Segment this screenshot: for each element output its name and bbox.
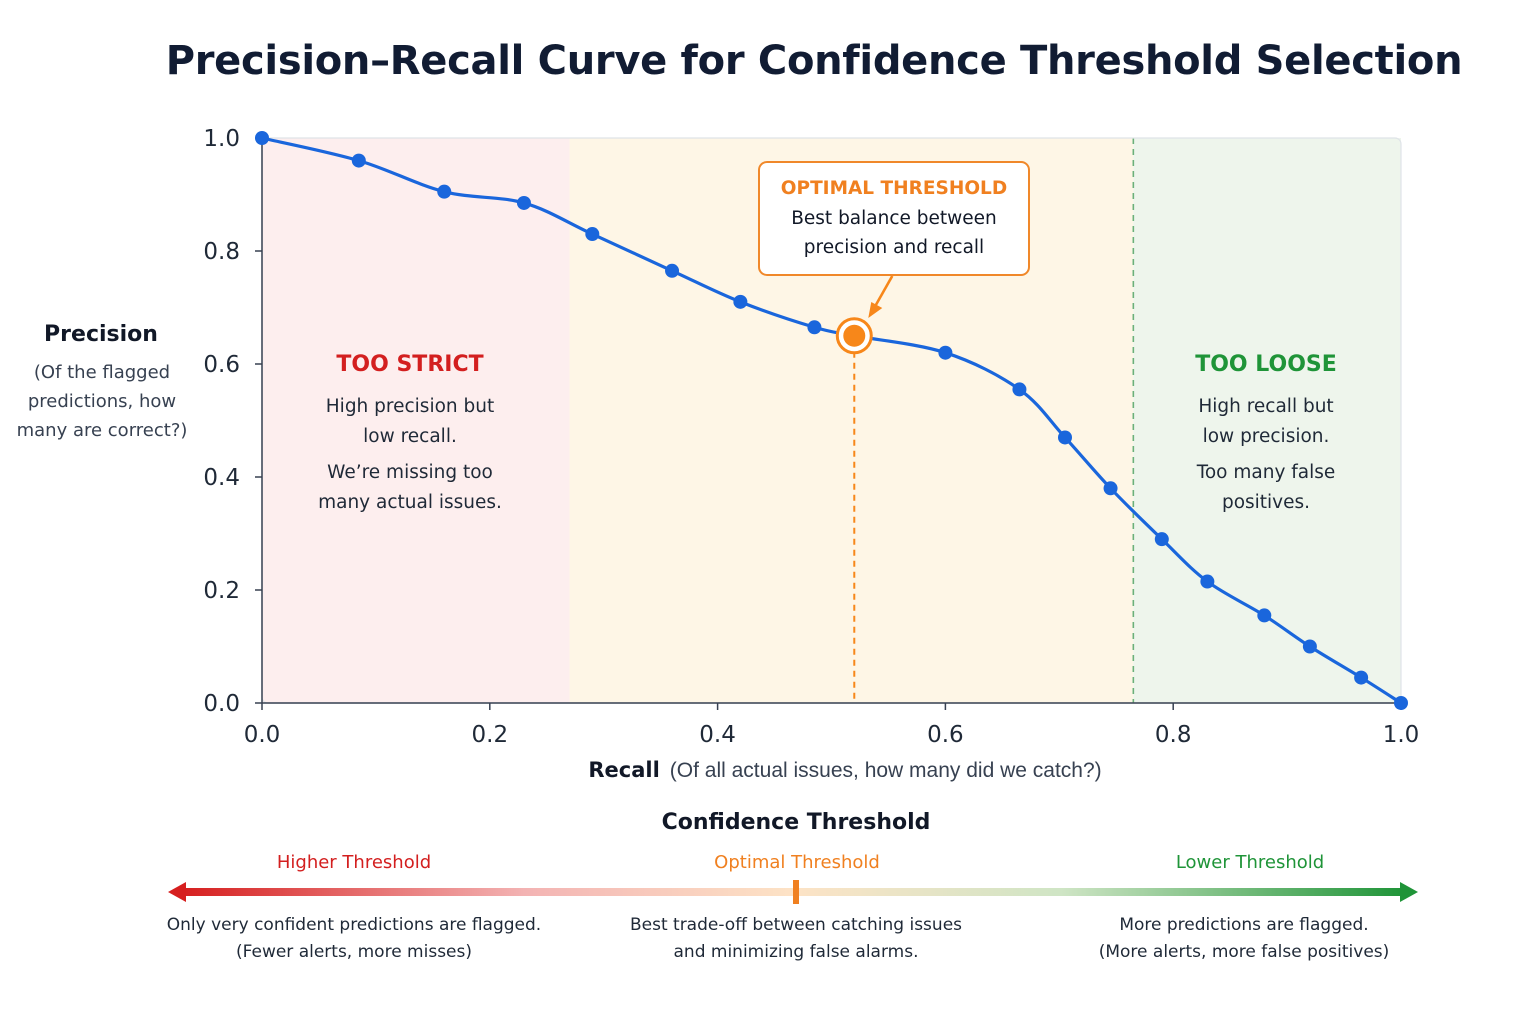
callout-body: Best balance between precision and recal…	[760, 204, 1028, 262]
too-strict-line: We’re missing too	[327, 462, 493, 483]
x-tick-label: 1.0	[1383, 722, 1420, 748]
too-loose-title: TOO LOOSE	[1195, 352, 1337, 377]
pr-curve-chart: 0.0 0.2 0.4 0.6 0.8 1.0 0.0 0.2 0.4 0.6 0.8 1.0	[203, 126, 1419, 748]
y-tick-label: 0.0	[203, 691, 240, 717]
too-loose-line: positives.	[1221, 492, 1311, 513]
data-point	[1257, 608, 1272, 623]
data-point	[807, 320, 822, 335]
axes: 0.0 0.2 0.4 0.6 0.8 1.0 0.0 0.2 0.4 0.6 0.8 1.0	[203, 126, 1419, 748]
desc-line: (More alerts, more false positives)	[1098, 942, 1390, 962]
region-0	[262, 138, 570, 703]
data-point	[1302, 639, 1317, 654]
data-point	[1103, 481, 1118, 496]
pr-curve-line	[261, 136, 1402, 705]
y-axis-note: (Of the flagged predictions, how many ar…	[14, 358, 190, 445]
data-point	[1394, 696, 1408, 710]
threshold-scale-arrow	[168, 880, 1418, 904]
higher-threshold-label: Higher Threshold	[276, 852, 432, 873]
data-point	[351, 153, 366, 168]
y-axis-note-line: many are correct?)	[16, 420, 188, 441]
desc-line: (Fewer alerts, more misses)	[236, 942, 472, 962]
y-tick-label: 0.8	[203, 239, 240, 265]
data-point	[1012, 382, 1027, 397]
x-axis-label-group: Recall (Of all actual issues, how many di…	[0, 758, 1536, 783]
too-strict-line: low recall.	[363, 426, 457, 447]
callout-arrowhead-icon	[868, 302, 883, 318]
x-tick-label: 0.0	[244, 722, 281, 748]
desc-line: More predictions are flagged.	[1119, 915, 1369, 935]
higher-threshold-desc: Only very confident predictions are flag…	[134, 912, 574, 966]
callout-line: precision and recall	[803, 237, 985, 258]
confidence-threshold-title: Confidence Threshold	[661, 810, 931, 835]
too-loose-text: High recall but low precision. Too many f…	[1136, 392, 1396, 524]
x-tick-label: 0.4	[699, 722, 736, 748]
callout-title: OPTIMAL THRESHOLD	[780, 178, 1008, 199]
lower-threshold-desc: More predictions are flagged. (More aler…	[1024, 912, 1464, 966]
x-axis-note: (Of all actual issues, how many did we c…	[669, 759, 1102, 782]
pr-curve	[261, 136, 1402, 705]
data-point	[516, 195, 531, 210]
too-loose-line: low precision.	[1202, 426, 1330, 447]
too-strict-text: High precision but low recall. We’re miss…	[280, 392, 540, 524]
optimal-threshold-desc: Best trade-off between catching issues a…	[576, 912, 1016, 966]
lower-threshold-label: Lower Threshold	[1175, 852, 1325, 873]
y-tick-label: 1.0	[203, 126, 240, 152]
data-points	[255, 131, 1408, 710]
data-point	[437, 184, 452, 199]
y-tick-label: 0.4	[203, 465, 240, 491]
too-strict-line: many actual issues.	[318, 492, 502, 513]
y-axis-label: Precision	[44, 322, 158, 347]
data-point	[1200, 574, 1215, 589]
optimal-threshold-label: Optimal Threshold	[714, 852, 880, 873]
data-point	[585, 227, 600, 242]
y-tick-label: 0.2	[203, 578, 240, 604]
arrow-left-icon	[168, 882, 186, 902]
data-point	[1057, 430, 1072, 445]
data-point	[938, 345, 953, 360]
x-tick-label: 0.2	[472, 722, 509, 748]
too-strict-title: TOO STRICT	[336, 352, 484, 377]
threshold-regions	[261, 137, 1402, 704]
region-2	[1133, 138, 1401, 703]
y-axis-note-line: (Of the flagged	[33, 362, 171, 383]
x-axis-label: Recall	[588, 758, 660, 782]
optimal-tick-mark	[793, 880, 799, 904]
desc-line: Best trade-off between catching issues	[629, 915, 963, 935]
callout-line: Best balance between	[791, 208, 997, 229]
desc-line: and minimizing false alarms.	[673, 942, 919, 962]
data-point	[733, 294, 748, 309]
data-point	[255, 131, 269, 145]
y-axis-note-line: predictions, how	[27, 391, 177, 412]
data-point	[665, 263, 680, 278]
optimal-point	[843, 324, 866, 347]
arrow-right-icon	[1400, 882, 1418, 902]
x-tick-label: 0.8	[1155, 722, 1192, 748]
too-loose-line: Too many false	[1196, 462, 1336, 483]
optimal-marker	[835, 275, 894, 703]
optimal-threshold-callout: OPTIMAL THRESHOLD Best balance between p…	[758, 161, 1030, 276]
chart-title: Precision–Recall Curve for Confidence Th…	[165, 38, 1463, 84]
too-strict-line: High precision but	[325, 396, 495, 417]
data-point	[1154, 532, 1169, 547]
callout-pointer	[874, 275, 894, 307]
x-tick-label: 0.6	[927, 722, 964, 748]
data-point	[1354, 670, 1369, 685]
too-loose-line: High recall but	[1198, 396, 1334, 417]
desc-line: Only very confident predictions are flag…	[166, 915, 542, 935]
y-tick-label: 0.6	[203, 352, 240, 378]
